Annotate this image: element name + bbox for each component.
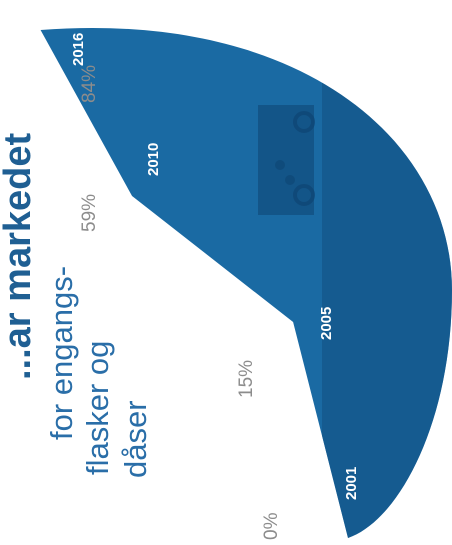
value-label-2016: 84% xyxy=(79,65,100,103)
value-label-2001: 0% xyxy=(261,512,282,540)
year-label-2010: 2010 xyxy=(145,143,162,176)
value-label-2005: 15% xyxy=(236,360,257,398)
truck-icon xyxy=(258,105,315,215)
value-label-2010: 59% xyxy=(79,194,100,232)
area-shade-band xyxy=(322,27,452,538)
year-label-2005: 2005 xyxy=(318,307,335,340)
chart-subtitle-line-2: flasker og xyxy=(80,341,115,475)
year-label-2001: 2001 xyxy=(343,467,360,500)
year-label-2016: 2016 xyxy=(70,33,87,66)
chart-subtitle-line-1: for engangs- xyxy=(44,266,79,440)
chart-subtitle-line-3: dåser xyxy=(118,400,153,478)
chart-title: ...ar markedet xyxy=(0,133,39,380)
